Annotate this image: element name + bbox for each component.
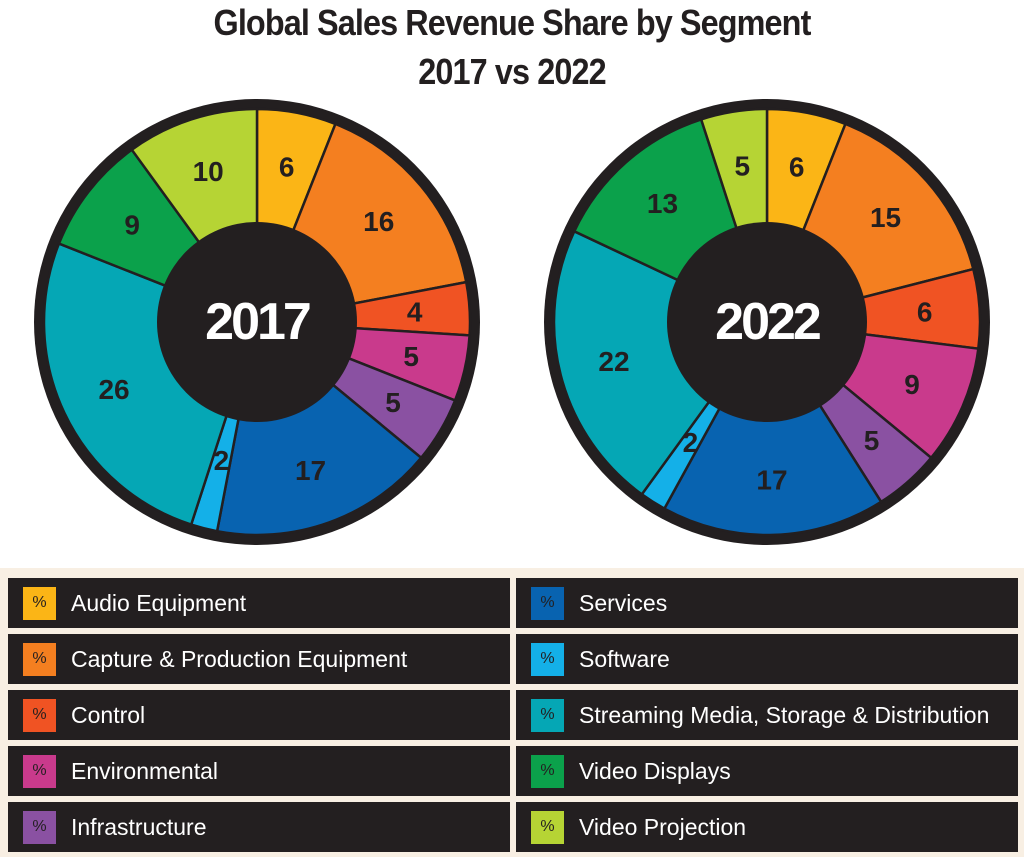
slice-value-label: 15 [870, 202, 901, 233]
legend-item: % Control [8, 690, 510, 740]
legend-item: % Infrastructure [8, 802, 510, 852]
chart-center-year: 2017 [205, 293, 310, 351]
slice-value-label: 13 [647, 188, 678, 219]
legend-item: % Capture & Production Equipment [8, 634, 510, 684]
legend-swatch: % [23, 642, 56, 676]
legend-label: Environmental [71, 757, 219, 784]
legend-swatch: % [23, 698, 56, 732]
slice-value-label: 16 [363, 206, 394, 237]
slice-value-label: 6 [789, 151, 805, 182]
legend-label: Control [71, 701, 146, 728]
legend-swatch: % [531, 586, 564, 620]
legend-swatch: % [23, 810, 56, 844]
legend-swatch: % [23, 586, 56, 620]
slice-value-label: 6 [917, 297, 933, 328]
chart-title: Global Sales Revenue Share by Segment [213, 2, 812, 43]
legend-label: Services [579, 589, 668, 616]
legend-item: % Video Projection [516, 802, 1018, 852]
slice-value-label: 22 [598, 346, 629, 377]
slice-value-label: 5 [864, 425, 880, 456]
slice-value-label: 26 [98, 374, 129, 405]
slice-value-label: 9 [904, 369, 920, 400]
slice-value-label: 5 [403, 341, 419, 372]
legend-item: % Environmental [8, 746, 510, 796]
legend-label: Capture & Production Equipment [71, 645, 408, 672]
legend-label: Streaming Media, Storage & Distribution [579, 701, 990, 728]
legend-label: Audio Equipment [71, 589, 247, 616]
legend-swatch: % [531, 698, 564, 732]
donut-hole [157, 222, 357, 422]
legend-item: % Audio Equipment [8, 578, 510, 628]
legend-item: % Services [516, 578, 1018, 628]
legend-swatch: % [531, 642, 564, 676]
legend-item: % Software [516, 634, 1018, 684]
legend-item: % Video Displays [516, 746, 1018, 796]
legend-label: Video Projection [579, 813, 747, 840]
slice-value-label: 4 [407, 297, 423, 328]
chart-center-year: 2022 [715, 293, 820, 351]
slice-value-label: 6 [279, 151, 295, 182]
donut-hole [667, 222, 867, 422]
slice-value-label: 2 [214, 445, 230, 476]
legend-label: Video Displays [579, 757, 731, 784]
slice-value-label: 17 [295, 455, 326, 486]
slice-value-label: 2 [683, 427, 699, 458]
slice-value-label: 5 [734, 150, 750, 181]
slice-services [662, 319, 883, 537]
chart-subtitle: 2017 vs 2022 [418, 51, 606, 92]
legend-item: % Streaming Media, Storage & Distribution [516, 690, 1018, 740]
legend-label: Software [579, 645, 670, 672]
slice-value-label: 9 [124, 210, 140, 241]
slice-value-label: 5 [385, 387, 401, 418]
legend-swatch: % [531, 754, 564, 788]
legend-swatch: % [23, 754, 56, 788]
slice-value-label: 10 [193, 156, 224, 187]
slice-value-label: 17 [756, 464, 787, 495]
donut-chart-2017: 6 16 4 55 17 2 26 9 10 2017 [34, 99, 480, 545]
legend-swatch: % [531, 810, 564, 844]
legend-label: Infrastructure [71, 813, 207, 840]
